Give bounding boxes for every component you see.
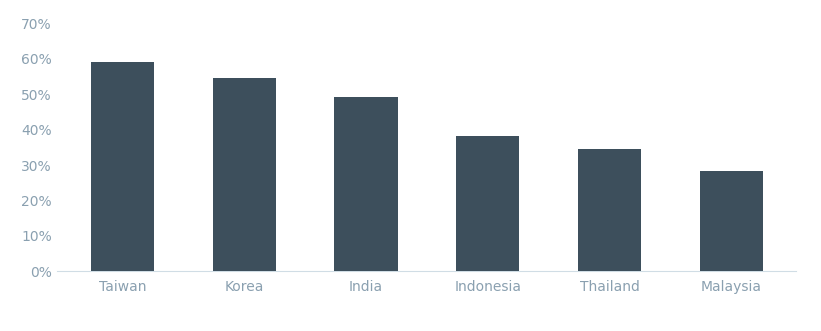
Bar: [91, 62, 154, 271]
Bar: [213, 78, 276, 271]
Bar: [578, 149, 641, 271]
Bar: [456, 136, 520, 271]
Bar: [334, 97, 397, 271]
Bar: [699, 171, 763, 271]
